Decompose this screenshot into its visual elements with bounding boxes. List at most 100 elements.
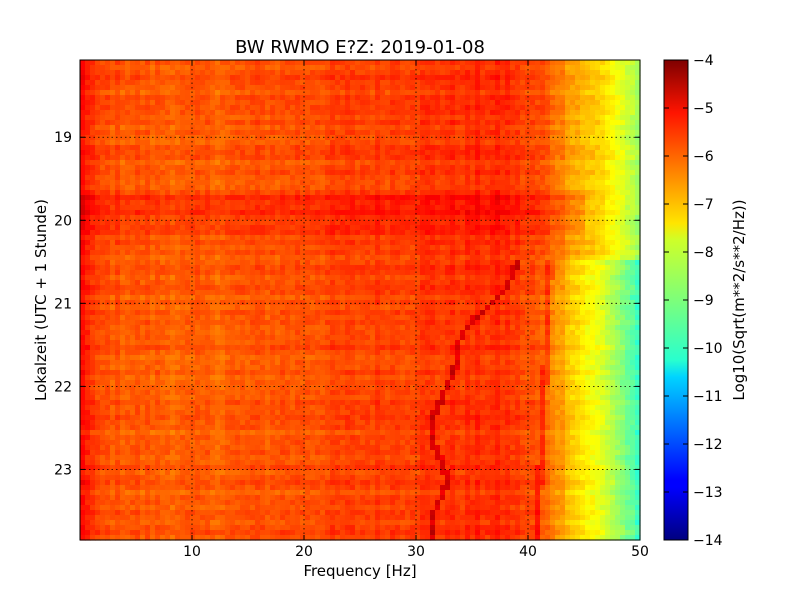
heatmap-cell: [260, 175, 266, 181]
heatmap-cell: [265, 100, 271, 106]
heatmap-cell: [585, 255, 591, 261]
heatmap-cell: [240, 135, 246, 141]
heatmap-cell: [95, 265, 101, 271]
heatmap-cell: [130, 265, 136, 271]
heatmap-cell: [135, 145, 141, 151]
heatmap-cell: [420, 165, 426, 171]
heatmap-cell: [565, 240, 571, 246]
heatmap-cell: [120, 145, 126, 151]
heatmap-cell: [420, 80, 426, 86]
heatmap-cell: [285, 190, 291, 196]
heatmap-cell: [545, 120, 551, 126]
heatmap-cell: [580, 105, 586, 111]
heatmap-cell: [320, 210, 326, 216]
heatmap-cell: [410, 250, 416, 256]
heatmap-cell: [480, 125, 486, 131]
heatmap-cell: [480, 130, 486, 136]
heatmap-cell: [90, 125, 96, 131]
heatmap-cell: [90, 135, 96, 141]
heatmap-cell: [625, 240, 631, 246]
heatmap-cell: [575, 70, 581, 76]
heatmap-cell: [520, 150, 526, 156]
heatmap-cell: [300, 70, 306, 76]
heatmap-cell: [220, 190, 226, 196]
heatmap-cell: [150, 130, 156, 136]
heatmap-cell: [445, 95, 451, 101]
heatmap-cell: [180, 115, 186, 121]
heatmap-cell: [165, 170, 171, 176]
heatmap-cell: [590, 105, 596, 111]
heatmap-cell: [400, 240, 406, 246]
heatmap-cell: [225, 125, 231, 131]
heatmap-cell: [595, 185, 601, 191]
heatmap-cell: [170, 180, 176, 186]
heatmap-cell: [550, 165, 556, 171]
heatmap-cell: [450, 250, 456, 256]
heatmap-cell: [290, 170, 296, 176]
heatmap-cell: [550, 220, 556, 226]
heatmap-cell: [590, 115, 596, 121]
heatmap-cell: [335, 215, 341, 221]
heatmap-cell: [365, 60, 371, 66]
heatmap-cell: [410, 160, 416, 166]
heatmap-cell: [80, 235, 86, 241]
heatmap-cell: [335, 205, 341, 211]
heatmap-cell: [450, 70, 456, 76]
heatmap-cell: [315, 90, 321, 96]
heatmap-cell: [575, 105, 581, 111]
heatmap-cell: [515, 210, 521, 216]
heatmap-cell: [350, 215, 356, 221]
heatmap-cell: [475, 105, 481, 111]
heatmap-cell: [610, 275, 616, 281]
heatmap-cell: [470, 60, 476, 66]
heatmap-cell: [480, 75, 486, 81]
heatmap-cell: [105, 70, 111, 76]
heatmap-cell: [335, 170, 341, 176]
heatmap-cell: [175, 130, 181, 136]
heatmap-cell: [225, 165, 231, 171]
heatmap-cell: [590, 140, 596, 146]
heatmap-cell: [420, 240, 426, 246]
heatmap-cell: [300, 105, 306, 111]
heatmap-cell: [480, 265, 486, 271]
heatmap-cell: [570, 200, 576, 206]
heatmap-cell: [400, 145, 406, 151]
heatmap-cell: [105, 125, 111, 131]
heatmap-cell: [525, 190, 531, 196]
heatmap-cell: [185, 185, 191, 191]
heatmap-cell: [470, 200, 476, 206]
heatmap-cell: [150, 270, 156, 276]
heatmap-cell: [585, 120, 591, 126]
heatmap-cell: [375, 270, 381, 276]
heatmap-cell: [610, 165, 616, 171]
heatmap-cell: [630, 135, 636, 141]
heatmap-cell: [315, 225, 321, 231]
heatmap-cell: [360, 195, 366, 201]
heatmap-cell: [460, 95, 466, 101]
heatmap-cell: [225, 275, 231, 281]
heatmap-cell: [115, 225, 121, 231]
heatmap-cell: [455, 270, 461, 276]
heatmap-cell: [235, 75, 241, 81]
heatmap-cell: [575, 100, 581, 106]
heatmap-cell: [520, 170, 526, 176]
heatmap-cell: [150, 145, 156, 151]
heatmap-cell: [355, 240, 361, 246]
heatmap-cell: [470, 110, 476, 116]
heatmap-cell: [295, 180, 301, 186]
heatmap-cell: [370, 85, 376, 91]
heatmap-cell: [235, 90, 241, 96]
heatmap-cell: [380, 150, 386, 156]
heatmap-cell: [495, 175, 501, 181]
heatmap-cell: [175, 65, 181, 71]
heatmap-cell: [590, 170, 596, 176]
heatmap-cell: [580, 125, 586, 131]
heatmap-cell: [620, 170, 626, 176]
heatmap-cell: [580, 70, 586, 76]
heatmap-cell: [120, 160, 126, 166]
heatmap-cell: [125, 65, 131, 71]
heatmap-cell: [325, 140, 331, 146]
heatmap-cell: [315, 120, 321, 126]
heatmap-cell: [360, 175, 366, 181]
heatmap-cell: [165, 105, 171, 111]
